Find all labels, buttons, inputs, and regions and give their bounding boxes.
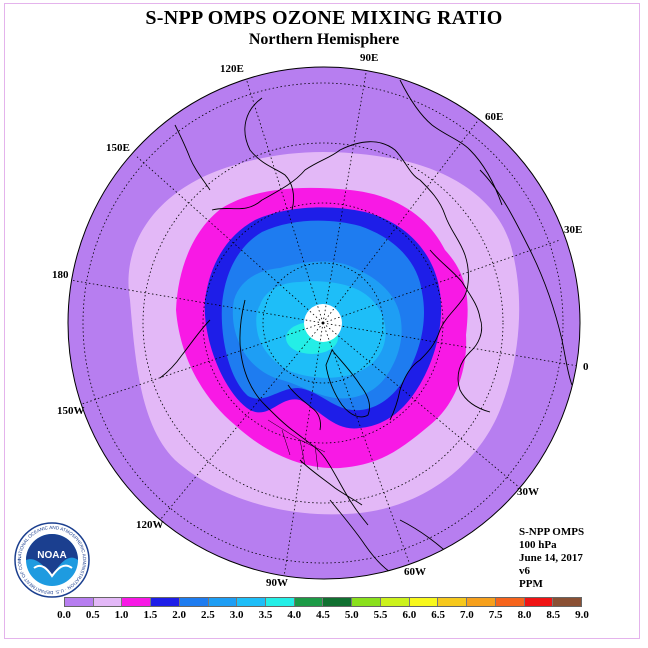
colorbar-swatch xyxy=(122,598,152,606)
label-60e: 60E xyxy=(485,111,503,123)
colorbar-tick-label: 6.0 xyxy=(402,609,417,621)
colorbar-tick-label: 5.0 xyxy=(344,609,359,621)
borders-us xyxy=(267,419,326,471)
colorbar-swatch xyxy=(294,598,324,606)
meridian-60e xyxy=(322,117,481,324)
coast-greenland xyxy=(325,349,371,418)
coast-africa xyxy=(479,169,573,386)
colorbar-swatch xyxy=(179,598,209,606)
label-30e: 30E xyxy=(564,224,582,236)
meridian-60w xyxy=(322,322,411,566)
meridian-180 xyxy=(69,279,324,324)
coast-alaska xyxy=(159,319,211,379)
coast-gulf xyxy=(299,459,363,506)
colorbar-swatch xyxy=(151,598,180,606)
label-120e: 120E xyxy=(220,63,244,75)
meridian-30w xyxy=(322,322,521,489)
colorbar-tick-label: 5.5 xyxy=(373,609,388,621)
colorbar-tick-label: 8.0 xyxy=(517,609,532,621)
lat-circle-30 xyxy=(142,142,504,504)
logo-gull xyxy=(33,564,73,578)
lat-circle-10 xyxy=(82,82,564,564)
colorbar-swatch xyxy=(266,598,295,606)
colorbar-tick-label: 2.0 xyxy=(172,609,186,621)
meridian-120e xyxy=(244,74,324,324)
coast-japan xyxy=(174,124,211,191)
colorbar-swatch xyxy=(237,598,267,606)
logo-sky xyxy=(26,534,78,576)
coast-europe xyxy=(429,249,491,413)
colorbar-swatch xyxy=(438,598,468,606)
meridian-0 xyxy=(322,322,579,367)
coast-hudson xyxy=(287,384,321,431)
map-title: S-NPP OMPS OZONE MIXING RATIO xyxy=(145,7,503,29)
info-date: June 14, 2017 xyxy=(519,552,583,564)
label-150w: 150W xyxy=(57,405,85,417)
info-block: S-NPP OMPS 100 hPa June 14, 2017 v6 PPM xyxy=(519,526,584,591)
colorbar-swatch xyxy=(495,598,525,606)
label-0: 0 xyxy=(583,361,589,373)
colorbar-tick-label: 4.0 xyxy=(287,609,302,621)
colorbar-tick-label: 1.5 xyxy=(143,609,158,621)
colorbar-swatch xyxy=(524,598,554,606)
colorbar-swatch xyxy=(467,598,496,606)
colorbar-ticks: 0.0 0.5 1.0 1.5 2.0 2.5 3.0 3.5 4.0 4.5 5.0 5.5 6.0 6… xyxy=(0,609,648,623)
colorbar-tick-label: 6.5 xyxy=(431,609,445,621)
colorbar-swatch xyxy=(409,598,439,606)
label-90e: 90E xyxy=(360,52,378,64)
colorbar-tick-label: 3.5 xyxy=(258,609,273,621)
info-instrument: S-NPP OMPS xyxy=(519,526,585,538)
label-30w: 30W xyxy=(517,486,539,498)
meridian-120w xyxy=(159,322,324,521)
colorbar-swatch xyxy=(65,598,94,606)
colorbar-tick-label: 9.0 xyxy=(575,609,589,621)
meridian-90e xyxy=(322,67,368,324)
label-60w: 60W xyxy=(404,566,426,578)
label-90w: 90W xyxy=(266,577,288,589)
colorbar-tick-label: 8.5 xyxy=(546,609,561,621)
colorbar-tick-label: 2.5 xyxy=(201,609,215,621)
coast-india-arabia xyxy=(399,79,503,206)
colorbar-tick-label: 7.0 xyxy=(460,609,474,621)
info-units: PPM xyxy=(519,578,543,590)
info-version: v6 xyxy=(519,565,530,577)
colorbar xyxy=(64,597,582,607)
lat-circle-70 xyxy=(262,262,384,384)
colorbar-tick-label: 0.0 xyxy=(57,609,71,621)
colorbar-swatch xyxy=(380,598,410,606)
colorbar-swatch xyxy=(323,598,353,606)
colorbar-tick-label: 1.0 xyxy=(114,609,129,621)
graticule xyxy=(69,67,579,578)
colorbar-swatch xyxy=(553,598,581,606)
coast-eurasia xyxy=(211,141,469,421)
coast-central-america xyxy=(329,499,391,573)
meridian-90w xyxy=(283,322,324,578)
noaa-logo: NATIONAL OCEANIC AND ATMOSPHERIC ADMINIS… xyxy=(14,522,90,598)
logo-text: NOAA xyxy=(37,550,66,561)
meridian-30e xyxy=(322,239,561,324)
colorbar-tick-label: 4.5 xyxy=(316,609,330,621)
colorbar-tick-label: 3.0 xyxy=(229,609,244,621)
label-180: 180 xyxy=(52,269,69,281)
map-subtitle: Northern Hemisphere xyxy=(248,31,400,48)
meridian-150w xyxy=(69,322,324,409)
figure-border xyxy=(4,3,640,639)
map-outline xyxy=(67,66,581,580)
info-level: 100 hPa xyxy=(519,539,557,551)
coast-north-america xyxy=(239,299,369,526)
ozone-field xyxy=(68,67,580,579)
colorbar-swatch xyxy=(208,598,238,606)
lat-circle-50 xyxy=(202,202,444,444)
colorbar-swatch xyxy=(93,598,123,606)
coast-asia-east xyxy=(244,97,295,211)
label-120w: 120W xyxy=(136,519,164,531)
longitude-labels: 90E 60E 30E 0 30W 60W 90W 120W 150W 180 … xyxy=(52,52,589,589)
label-150e: 150E xyxy=(106,142,130,154)
colorbar-tick-label: 7.5 xyxy=(488,609,503,621)
colorbar-tick-label: 0.5 xyxy=(85,609,100,621)
colorbar-swatch xyxy=(352,598,381,606)
